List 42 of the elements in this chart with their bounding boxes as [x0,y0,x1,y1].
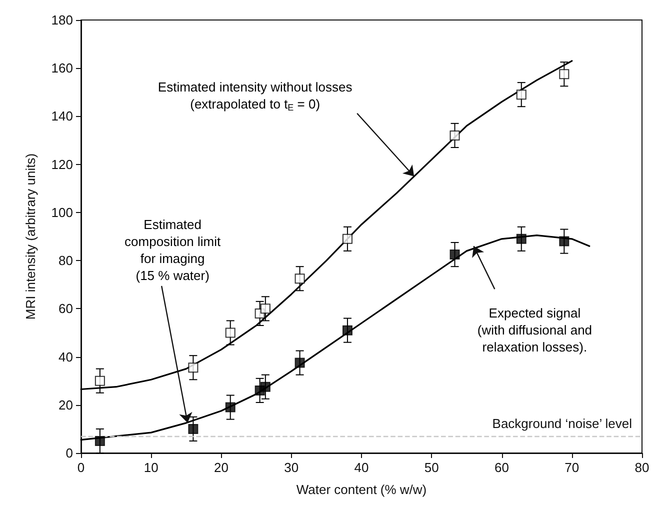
x-tick-label: 70 [564,460,580,475]
annotation: Expected signal (with diffusional and relaxation losses). [477,306,592,355]
y-tick-label: 40 [58,349,73,364]
point [188,362,198,373]
y-tick-label: 0 [66,446,73,460]
y-tick-label: 140 [51,108,73,124]
point [450,250,460,260]
point [516,90,526,100]
point [225,402,236,412]
point [559,69,570,80]
point [559,236,570,246]
point [342,325,352,336]
ref-line-label: Background ‘noise’ level [492,416,632,432]
y-tick-label: 100 [51,204,73,220]
point [342,234,352,244]
point [260,382,270,392]
point [516,234,526,244]
point [294,358,305,368]
point [94,376,105,386]
x-tick-label: 50 [424,460,439,475]
x-tick-label: 0 [77,460,85,475]
y-tick-label: 20 [58,397,73,412]
point [94,436,105,446]
y-tick-label: 80 [58,253,73,268]
x-tick-label: 40 [354,460,369,475]
x-tick-label: 80 [634,460,650,475]
y-tick-label: 160 [51,60,73,76]
y-tick-label: 180 [51,12,73,28]
y-tick-label: 60 [58,301,73,316]
annotation: Estimated composition limit for imaging (15 % water) [124,216,222,283]
x-tick-label: 60 [494,460,509,475]
x-axis-title: Water content (% w/w) [296,482,427,497]
y-tick-label: 120 [51,156,73,172]
x-tick-label: 30 [284,460,299,475]
point [225,328,236,338]
x-tick-label: 10 [144,460,158,475]
point [188,424,198,434]
y-axis-title: MRI intensity (arbitrary units) [23,153,38,320]
point [294,274,305,284]
point [450,130,460,140]
point [260,304,270,314]
x-tick-label: 20 [214,460,228,475]
